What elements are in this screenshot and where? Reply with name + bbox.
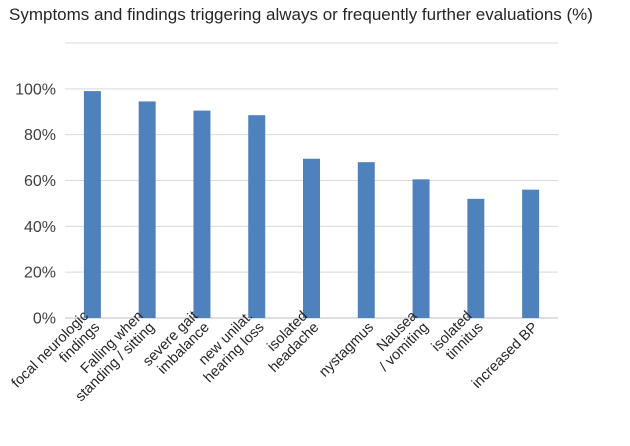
bar bbox=[412, 179, 430, 318]
y-tick-label: 60% bbox=[24, 173, 56, 190]
bar bbox=[138, 101, 156, 318]
y-tick-label: 80% bbox=[24, 127, 56, 144]
x-tick-label: nystagmus bbox=[316, 320, 377, 381]
bar-layer bbox=[83, 91, 540, 319]
bar bbox=[522, 189, 540, 318]
bar bbox=[193, 110, 211, 319]
bar bbox=[467, 198, 485, 318]
y-tick-label: 100% bbox=[15, 81, 56, 98]
bar bbox=[357, 162, 375, 318]
y-tick-label: 0% bbox=[33, 311, 56, 328]
x-tick-label-line: nystagmus bbox=[316, 320, 377, 381]
y-tick-label: 40% bbox=[24, 219, 56, 236]
bar bbox=[303, 158, 320, 318]
bar bbox=[83, 91, 101, 318]
bar bbox=[248, 115, 266, 318]
y-tick-label: 20% bbox=[24, 265, 56, 282]
chart-title: Symptoms and findings triggering always … bbox=[9, 5, 593, 24]
y-axis: 0% 20% 40% 60% 80% 100% bbox=[15, 81, 56, 327]
